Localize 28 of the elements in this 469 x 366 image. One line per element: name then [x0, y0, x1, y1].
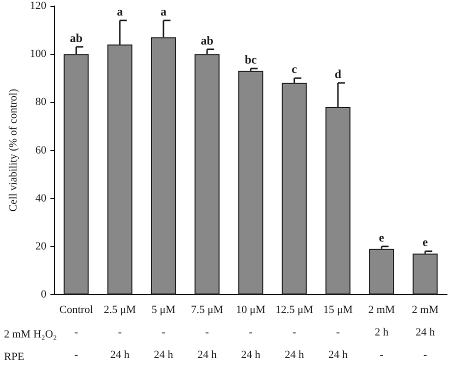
x-tick-label: 10 μM - 24 h: [236, 304, 266, 361]
data-label: a: [116, 4, 123, 18]
data-label: e: [422, 235, 429, 250]
data-label: a: [160, 4, 166, 18]
data-label: ab: [200, 33, 214, 48]
x-tick-label: 7.5 μM - 24 h: [190, 304, 224, 361]
x-tick-label: 5 μM - 24 h: [151, 304, 176, 361]
x-tick-label: Control - -: [59, 304, 94, 361]
y-axis-title: Cell viability (% of control): [8, 88, 20, 212]
data-label: d: [334, 66, 342, 81]
y-tick-label: 100: [30, 48, 47, 60]
x-tick-label: 2 mM 2 h -: [368, 304, 396, 361]
x-tick-label: 12.5 μM - 24 h: [275, 304, 314, 361]
text: RPE: [4, 351, 24, 363]
x-tick-label: 15 μM - 24 h: [323, 304, 353, 361]
y-tick-label: 40: [35, 192, 47, 204]
y-tick-label: 20: [35, 240, 47, 252]
y-tick-label: 120: [30, 0, 47, 12]
y-tick-label: 0: [40, 288, 47, 300]
data-label: ab: [70, 30, 83, 45]
data-label: bc: [244, 52, 258, 67]
text: 2 mM H₂O₂: [4, 328, 58, 340]
x-tick-label: 2.5 μM - 24 h: [104, 304, 136, 361]
data-label: e: [378, 230, 385, 244]
x-tick-label: 2 mM 24 h -: [412, 304, 439, 361]
y-tick-label: 80: [35, 96, 47, 108]
data-label: c: [292, 62, 298, 76]
y-tick-label: 60: [35, 144, 47, 156]
